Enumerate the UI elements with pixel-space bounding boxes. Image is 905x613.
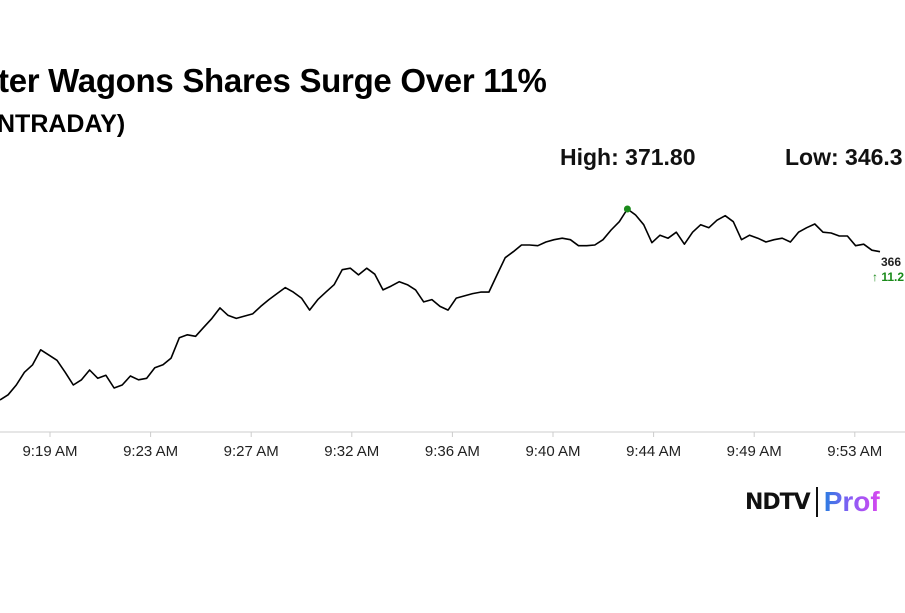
high-label: High: 371.80 (560, 144, 696, 170)
x-tick-label: 9:27 AM (224, 443, 279, 460)
low-label: Low: 346.3 (785, 144, 903, 170)
price-line (0, 208, 881, 401)
x-tick-label: 9:44 AM (626, 443, 681, 460)
ndtv-profit-logo: NDTV Prof (745, 484, 880, 520)
chart-title: ter Wagons Shares Surge Over 11% (0, 62, 547, 99)
x-tick-label: 9:49 AM (727, 443, 782, 460)
x-tick-label: 9:23 AM (123, 443, 178, 460)
x-tick-label: 9:19 AM (22, 443, 77, 460)
x-tick-label: 9:53 AM (827, 443, 882, 460)
logo-divider (815, 487, 818, 517)
chart-subtitle: NTRADAY) (0, 110, 126, 138)
x-tick-label: 9:36 AM (425, 443, 480, 460)
last-price: 366 (881, 255, 902, 269)
change-percent: ↑ 11.2 (872, 270, 905, 284)
x-tick-label: 9:32 AM (324, 443, 379, 460)
logo-brand: NDTV (745, 489, 811, 515)
high-marker (623, 205, 631, 213)
logo-product: Prof (823, 486, 880, 517)
x-tick-label: 9:40 AM (525, 443, 580, 460)
